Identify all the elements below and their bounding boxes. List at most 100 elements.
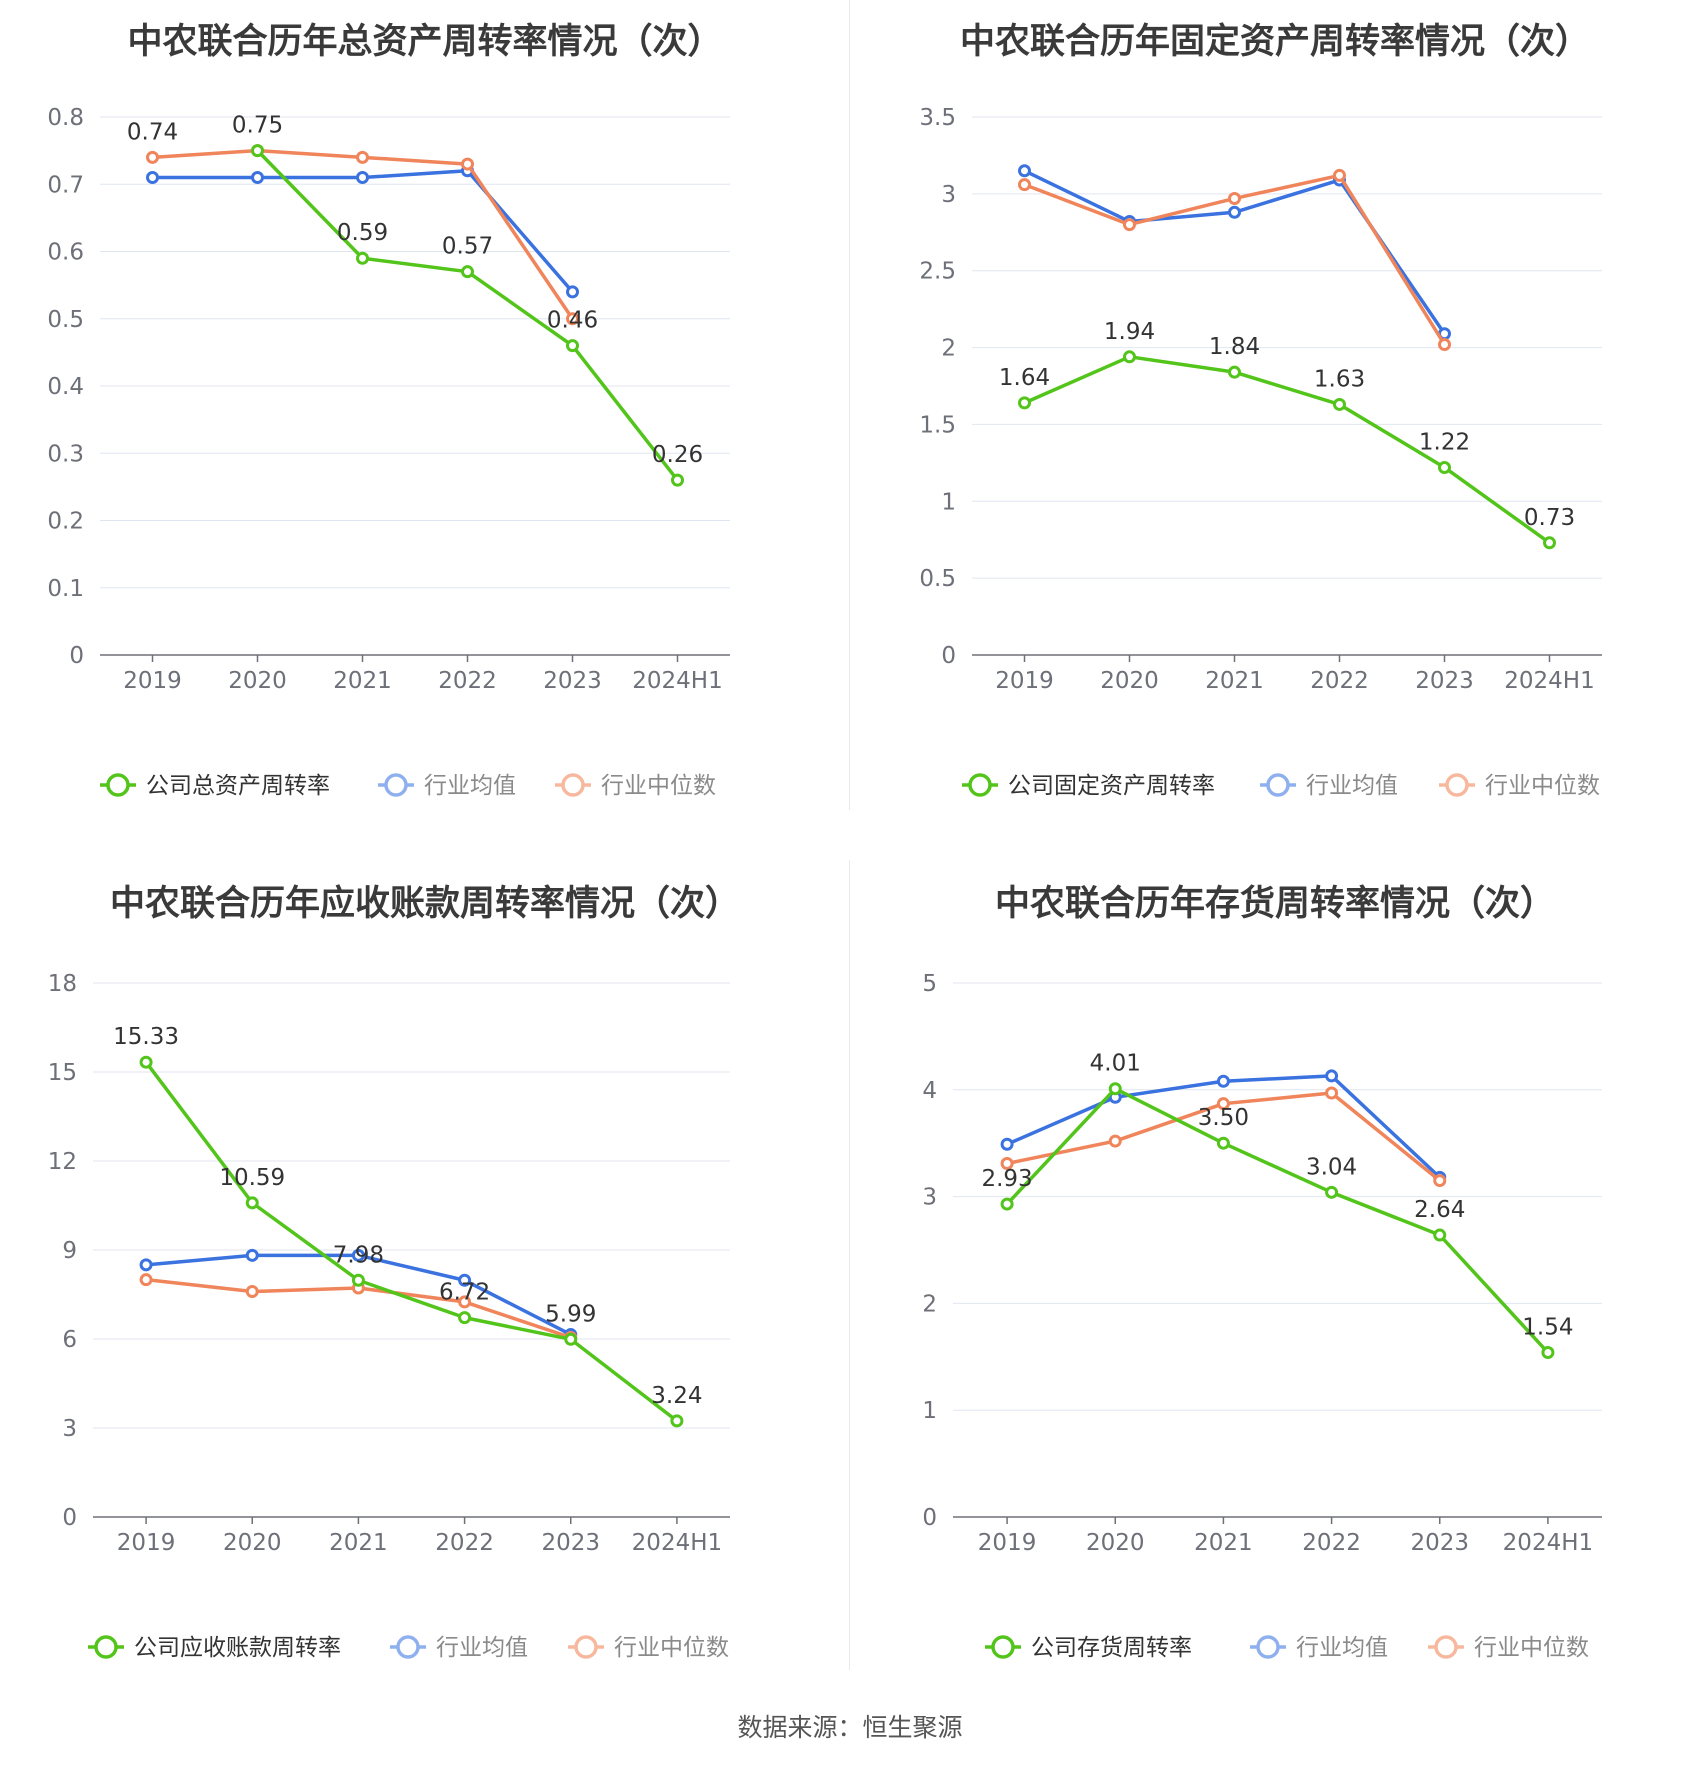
y-tick-label: 3.5 bbox=[919, 105, 956, 131]
y-tick-label: 18 bbox=[48, 971, 77, 997]
data-point-median bbox=[566, 312, 579, 326]
data-label: 0.57 bbox=[442, 234, 493, 260]
legend-item-company: 公司应收账款周转率 bbox=[88, 1635, 341, 1661]
chart-title: 中农联合历年总资产周转率情况（次） bbox=[127, 22, 722, 62]
data-label: 1.94 bbox=[1104, 319, 1155, 345]
data-point-median bbox=[1333, 168, 1346, 182]
data-source-note: 数据来源：恒生聚源 bbox=[737, 1713, 963, 1742]
x-tick-label: 2023 bbox=[1415, 668, 1474, 694]
x-tick-label: 2022 bbox=[435, 1530, 494, 1556]
series-line-company bbox=[144, 1061, 678, 1423]
x-tick-label: 2022 bbox=[1302, 1530, 1361, 1556]
data-point-company bbox=[1228, 365, 1241, 379]
series-company bbox=[251, 144, 684, 487]
data-label: 1.84 bbox=[1209, 334, 1260, 360]
data-point-median bbox=[1228, 191, 1241, 205]
y-tick-label: 0 bbox=[941, 643, 956, 669]
data-point-median bbox=[1438, 337, 1451, 351]
legend-label: 行业均值 bbox=[1296, 1635, 1388, 1661]
legend-label: 行业均值 bbox=[1306, 773, 1398, 799]
data-point-median bbox=[458, 1295, 472, 1309]
x-tick-label: 2019 bbox=[117, 1530, 176, 1556]
chart-title: 中农联合历年应收账款周转率情况（次） bbox=[110, 883, 740, 924]
legend-label: 公司总资产周转率 bbox=[146, 773, 330, 799]
data-point-median bbox=[1108, 1134, 1122, 1148]
y-tick-label: 0 bbox=[922, 1505, 937, 1531]
data-point-median bbox=[1000, 1156, 1014, 1170]
legend-item-company: 公司总资产周转率 bbox=[100, 773, 330, 799]
data-label: 3.24 bbox=[651, 1383, 702, 1409]
data-point-avg bbox=[1325, 1069, 1339, 1083]
y-tick-label: 0.5 bbox=[47, 307, 84, 333]
x-tick-label: 2024H1 bbox=[632, 1530, 722, 1556]
x-tick-label: 2019 bbox=[123, 668, 182, 694]
data-point-avg bbox=[1000, 1137, 1014, 1151]
y-tick-label: 12 bbox=[48, 1149, 77, 1175]
data-label: 0.75 bbox=[232, 113, 283, 139]
legend-label: 公司存货周转率 bbox=[1031, 1635, 1192, 1661]
legend-label: 行业均值 bbox=[436, 1635, 528, 1661]
data-point-median bbox=[356, 150, 369, 164]
legend-item-avg: 行业均值 bbox=[390, 1635, 528, 1661]
legend-item-company: 公司存货周转率 bbox=[985, 1635, 1192, 1661]
y-tick-label: 0 bbox=[62, 1505, 77, 1531]
series-avg bbox=[1018, 164, 1451, 341]
chart-title: 中农联合历年存货周转率情况（次） bbox=[995, 884, 1555, 924]
data-label: 0.26 bbox=[652, 442, 703, 468]
legend-marker bbox=[396, 1635, 420, 1659]
legend-item-avg: 行业均值 bbox=[1250, 1635, 1388, 1661]
data-point-avg bbox=[146, 171, 159, 185]
y-tick-label: 15 bbox=[48, 1060, 77, 1086]
x-tick-label: 2020 bbox=[1100, 668, 1159, 694]
y-tick-label: 0.5 bbox=[919, 566, 956, 592]
x-tick-label: 2020 bbox=[228, 668, 287, 694]
data-point-median bbox=[245, 1285, 259, 1299]
y-tick-label: 2.5 bbox=[919, 259, 956, 285]
chart-svg: 中农联合历年总资产周转率情况（次） 0 0.1 0.2 0.3 0.4 0.5 0.6 0.7 0… bbox=[47, 22, 730, 799]
y-tick-label: 0 bbox=[69, 643, 84, 669]
data-label: 1.63 bbox=[1314, 366, 1365, 392]
data-point-avg bbox=[245, 1248, 259, 1262]
series-line-company bbox=[256, 149, 679, 482]
data-point-company bbox=[1000, 1197, 1014, 1211]
data-label: 5.99 bbox=[545, 1301, 596, 1327]
x-tick-label: 2023 bbox=[543, 668, 602, 694]
series-avg bbox=[139, 1248, 578, 1342]
y-tick-label: 3 bbox=[941, 182, 956, 208]
data-point-avg bbox=[1216, 1074, 1230, 1088]
x-tick-label: 2024H1 bbox=[632, 668, 722, 694]
y-tick-label: 1 bbox=[922, 1398, 937, 1424]
x-tick-label: 2019 bbox=[995, 668, 1054, 694]
panel-divider-bottom bbox=[849, 860, 850, 1670]
series-median bbox=[1000, 1086, 1447, 1188]
data-point-company bbox=[139, 1055, 153, 1069]
data-point-company bbox=[1018, 396, 1031, 410]
data-point-avg bbox=[458, 1273, 472, 1287]
y-tick-label: 1.5 bbox=[919, 412, 956, 438]
data-point-avg bbox=[356, 171, 369, 185]
x-tick-label: 2023 bbox=[1410, 1530, 1469, 1556]
legend-item-median: 行业中位数 bbox=[568, 1635, 729, 1661]
data-point-avg bbox=[1228, 205, 1241, 219]
legend-label: 行业中位数 bbox=[1474, 1635, 1589, 1661]
x-tick-label: 2020 bbox=[223, 1530, 282, 1556]
data-point-avg bbox=[566, 285, 579, 299]
legend-label: 公司固定资产周转率 bbox=[1008, 773, 1215, 799]
legend-marker bbox=[991, 1635, 1015, 1659]
x-tick-label: 2021 bbox=[1194, 1530, 1253, 1556]
data-point-median bbox=[1123, 218, 1136, 232]
legend-marker bbox=[106, 773, 130, 797]
data-point-avg bbox=[251, 171, 264, 185]
data-point-company bbox=[1543, 536, 1556, 550]
chart-panel-fixed-assets: 中农联合历年固定资产周转率情况（次） 0 0.5 1 1.5 2 2.5 3 3.5 2019 20… bbox=[850, 0, 1700, 860]
data-point-median bbox=[1018, 178, 1031, 192]
y-tick-label: 2 bbox=[922, 1291, 937, 1317]
data-label: 7.98 bbox=[333, 1242, 384, 1268]
data-label: 15.33 bbox=[113, 1024, 179, 1050]
data-point-company bbox=[1216, 1136, 1230, 1150]
chart-panel-inventory: 中农联合历年存货周转率情况（次） 0 1 2 3 4 5 2019 2020 2021 2022 20… bbox=[850, 860, 1700, 1720]
y-tick-label: 0.7 bbox=[47, 172, 84, 198]
data-point-company bbox=[1123, 350, 1136, 364]
x-tick-label: 2024H1 bbox=[1504, 668, 1594, 694]
legend-item-median: 行业中位数 bbox=[1439, 773, 1600, 799]
